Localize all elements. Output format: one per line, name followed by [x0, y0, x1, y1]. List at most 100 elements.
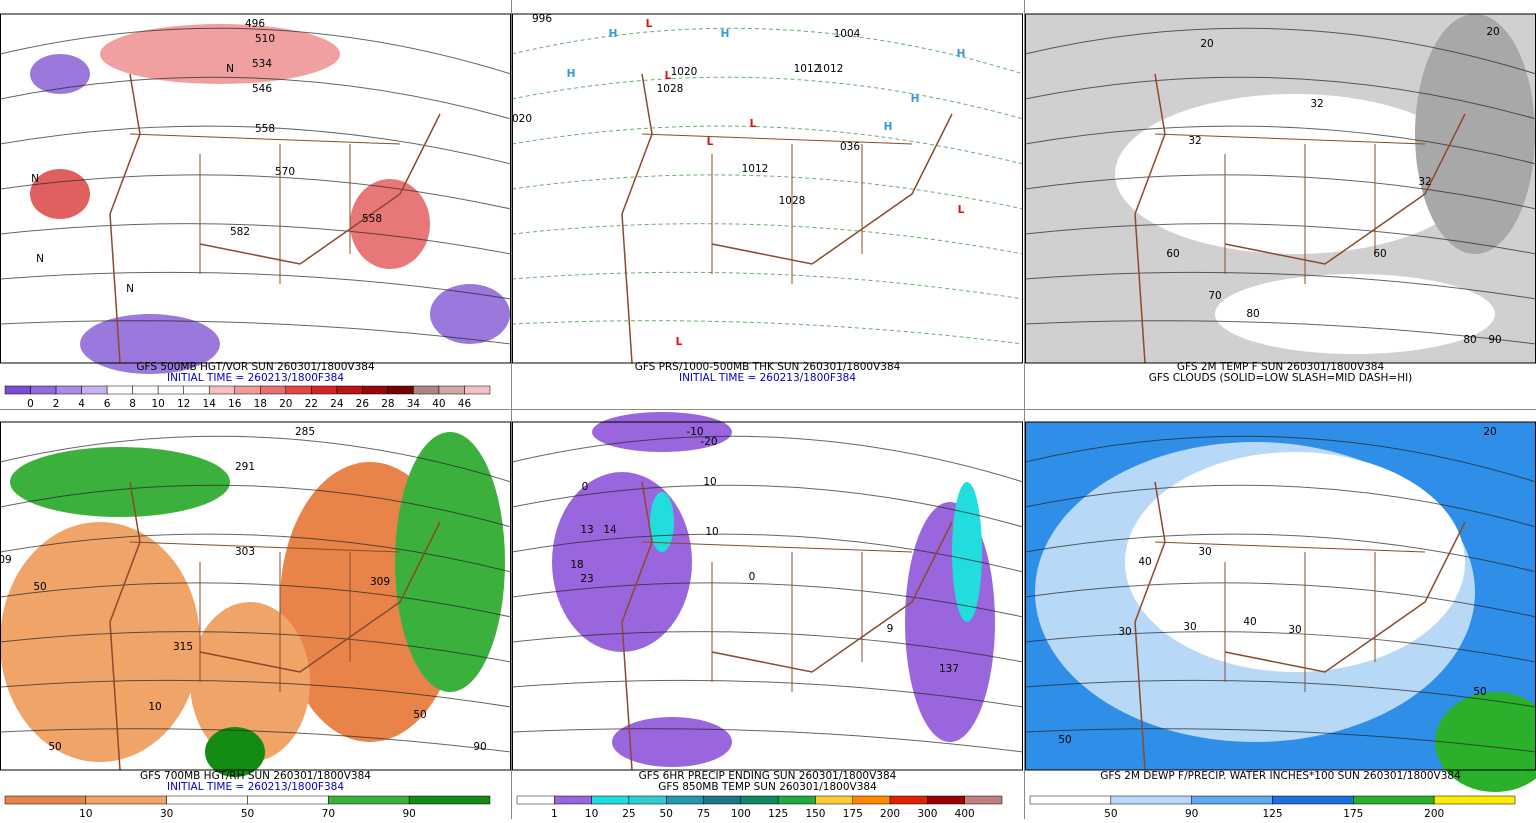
contour	[511, 631, 1024, 663]
colorbar-label: 18	[254, 398, 267, 410]
contour-label: 0	[749, 571, 756, 583]
colorbar-swatch	[234, 385, 261, 395]
colorbar-swatch	[55, 385, 82, 395]
contour	[1024, 582, 1536, 618]
colorbar-label: 20	[279, 398, 292, 410]
field-blob	[0, 522, 200, 762]
pressure-center: H	[721, 28, 730, 40]
contour-label: 036	[840, 141, 860, 153]
contour	[511, 728, 1024, 753]
contour-label: 10	[703, 476, 716, 488]
contour-label: 30	[1198, 546, 1211, 558]
colorbar-swatch	[464, 385, 491, 395]
contour-label: 570	[275, 166, 295, 178]
contour-label: 10	[705, 526, 718, 538]
contour	[1024, 271, 1536, 300]
field-blob	[1215, 274, 1495, 354]
map-frame	[0, 13, 511, 364]
field-blob	[30, 54, 90, 94]
contour-label: 546	[252, 83, 272, 95]
pressure-center: L	[665, 70, 672, 82]
colorbar-swatch	[285, 385, 312, 395]
caption: GFS 2M TEMP F SUN 260301/1800V384	[1177, 361, 1385, 373]
contour-label: 1012	[742, 163, 769, 175]
colorbar-label: 200	[1424, 808, 1444, 819]
contour-label: 60	[1166, 248, 1179, 260]
colorbar-swatch	[777, 795, 816, 805]
colorbar-label: 26	[356, 398, 370, 410]
panel: 20 30 40 30 30 30 40 50 50 GFS 2M DEWP F/PRECIP. …	[1024, 421, 1536, 820]
colorbar-swatch	[85, 795, 167, 805]
contour-label: 582	[230, 226, 250, 238]
colorbar-label: 175	[843, 808, 863, 819]
colorbar-swatch	[927, 795, 965, 805]
map-frame	[0, 421, 511, 771]
contour	[511, 174, 1024, 210]
contour-label: 50	[48, 741, 61, 753]
colorbar-label: 300	[917, 808, 937, 819]
colorbar-swatch	[260, 385, 287, 395]
contour	[1024, 484, 1536, 528]
panel: 496 510 534 546 558 570 582 558 N N N N GFS 500MB HG…	[0, 13, 512, 410]
borders	[1154, 541, 1426, 692]
contour-label: 50	[413, 709, 426, 721]
borders	[129, 541, 401, 692]
colorbar-label: 10	[79, 808, 92, 819]
colorbar-label: 30	[160, 808, 173, 819]
colorbar-swatch	[166, 795, 248, 805]
contour-label: 32	[1418, 176, 1431, 188]
contour	[1024, 223, 1536, 255]
contour-label: 303	[235, 546, 255, 558]
field-blob	[30, 169, 90, 219]
colorbar-label: 50	[660, 808, 673, 819]
colorbar-label: 6	[104, 398, 111, 410]
map-frame	[512, 13, 1023, 364]
field-blob	[395, 432, 505, 692]
colorbar-swatch	[703, 795, 742, 805]
contour	[0, 76, 512, 120]
colorbar-label: 50	[241, 808, 254, 819]
contour-label: 40	[1138, 556, 1151, 568]
pressure-center: L	[646, 18, 653, 30]
field-blob	[1125, 452, 1465, 672]
panel: 285 291 303 309 315 50 10 50 50 90 09 GFS 700MB HGT…	[0, 421, 512, 820]
field-blob	[205, 727, 265, 777]
contour	[511, 582, 1024, 618]
colorbar-swatch	[336, 385, 363, 395]
colorbar-label: 90	[1185, 808, 1198, 819]
field-blob	[1435, 692, 1536, 792]
colorbar-label: 34	[407, 398, 421, 410]
contour	[0, 533, 512, 573]
caption: GFS 500MB HGT/VOR SUN 260301/1800V384	[136, 361, 375, 373]
contour-label: 80	[1246, 308, 1259, 320]
contour-label: 1020	[671, 66, 698, 78]
pressure-center: L	[676, 336, 683, 348]
colorbar-label: 125	[1262, 808, 1282, 819]
contour	[1024, 320, 1536, 345]
contour-label: N	[226, 63, 234, 75]
contour-label: 13	[580, 524, 593, 536]
colorbar-swatch	[1110, 795, 1192, 805]
contour-label: 1004	[834, 28, 861, 40]
map-frame	[512, 421, 1023, 771]
field-blob	[100, 24, 340, 84]
contour	[1024, 174, 1536, 210]
colorbar-swatch	[1191, 795, 1273, 805]
contour-label: 50	[1058, 734, 1071, 746]
colorbar-swatch	[106, 385, 133, 395]
colorbar-label: 400	[955, 808, 975, 819]
colorbar-swatch	[4, 385, 31, 395]
contour	[1024, 76, 1536, 120]
borders	[1154, 133, 1426, 284]
colorbar-swatch	[815, 795, 854, 805]
colorbar-swatch	[408, 795, 491, 805]
contour-label: 496	[245, 18, 265, 30]
field-blob	[650, 492, 674, 552]
caption: GFS 850MB TEMP SUN 260301/1800V384	[658, 781, 877, 793]
pressure-center: L	[958, 204, 965, 216]
contour	[1024, 631, 1536, 663]
contour-label: -20	[700, 436, 717, 448]
panel: 9961004101202010121020102803610121028LLL…	[511, 13, 1024, 384]
colorbar-label: 1	[551, 808, 558, 819]
colorbar-label: 12	[177, 398, 190, 410]
